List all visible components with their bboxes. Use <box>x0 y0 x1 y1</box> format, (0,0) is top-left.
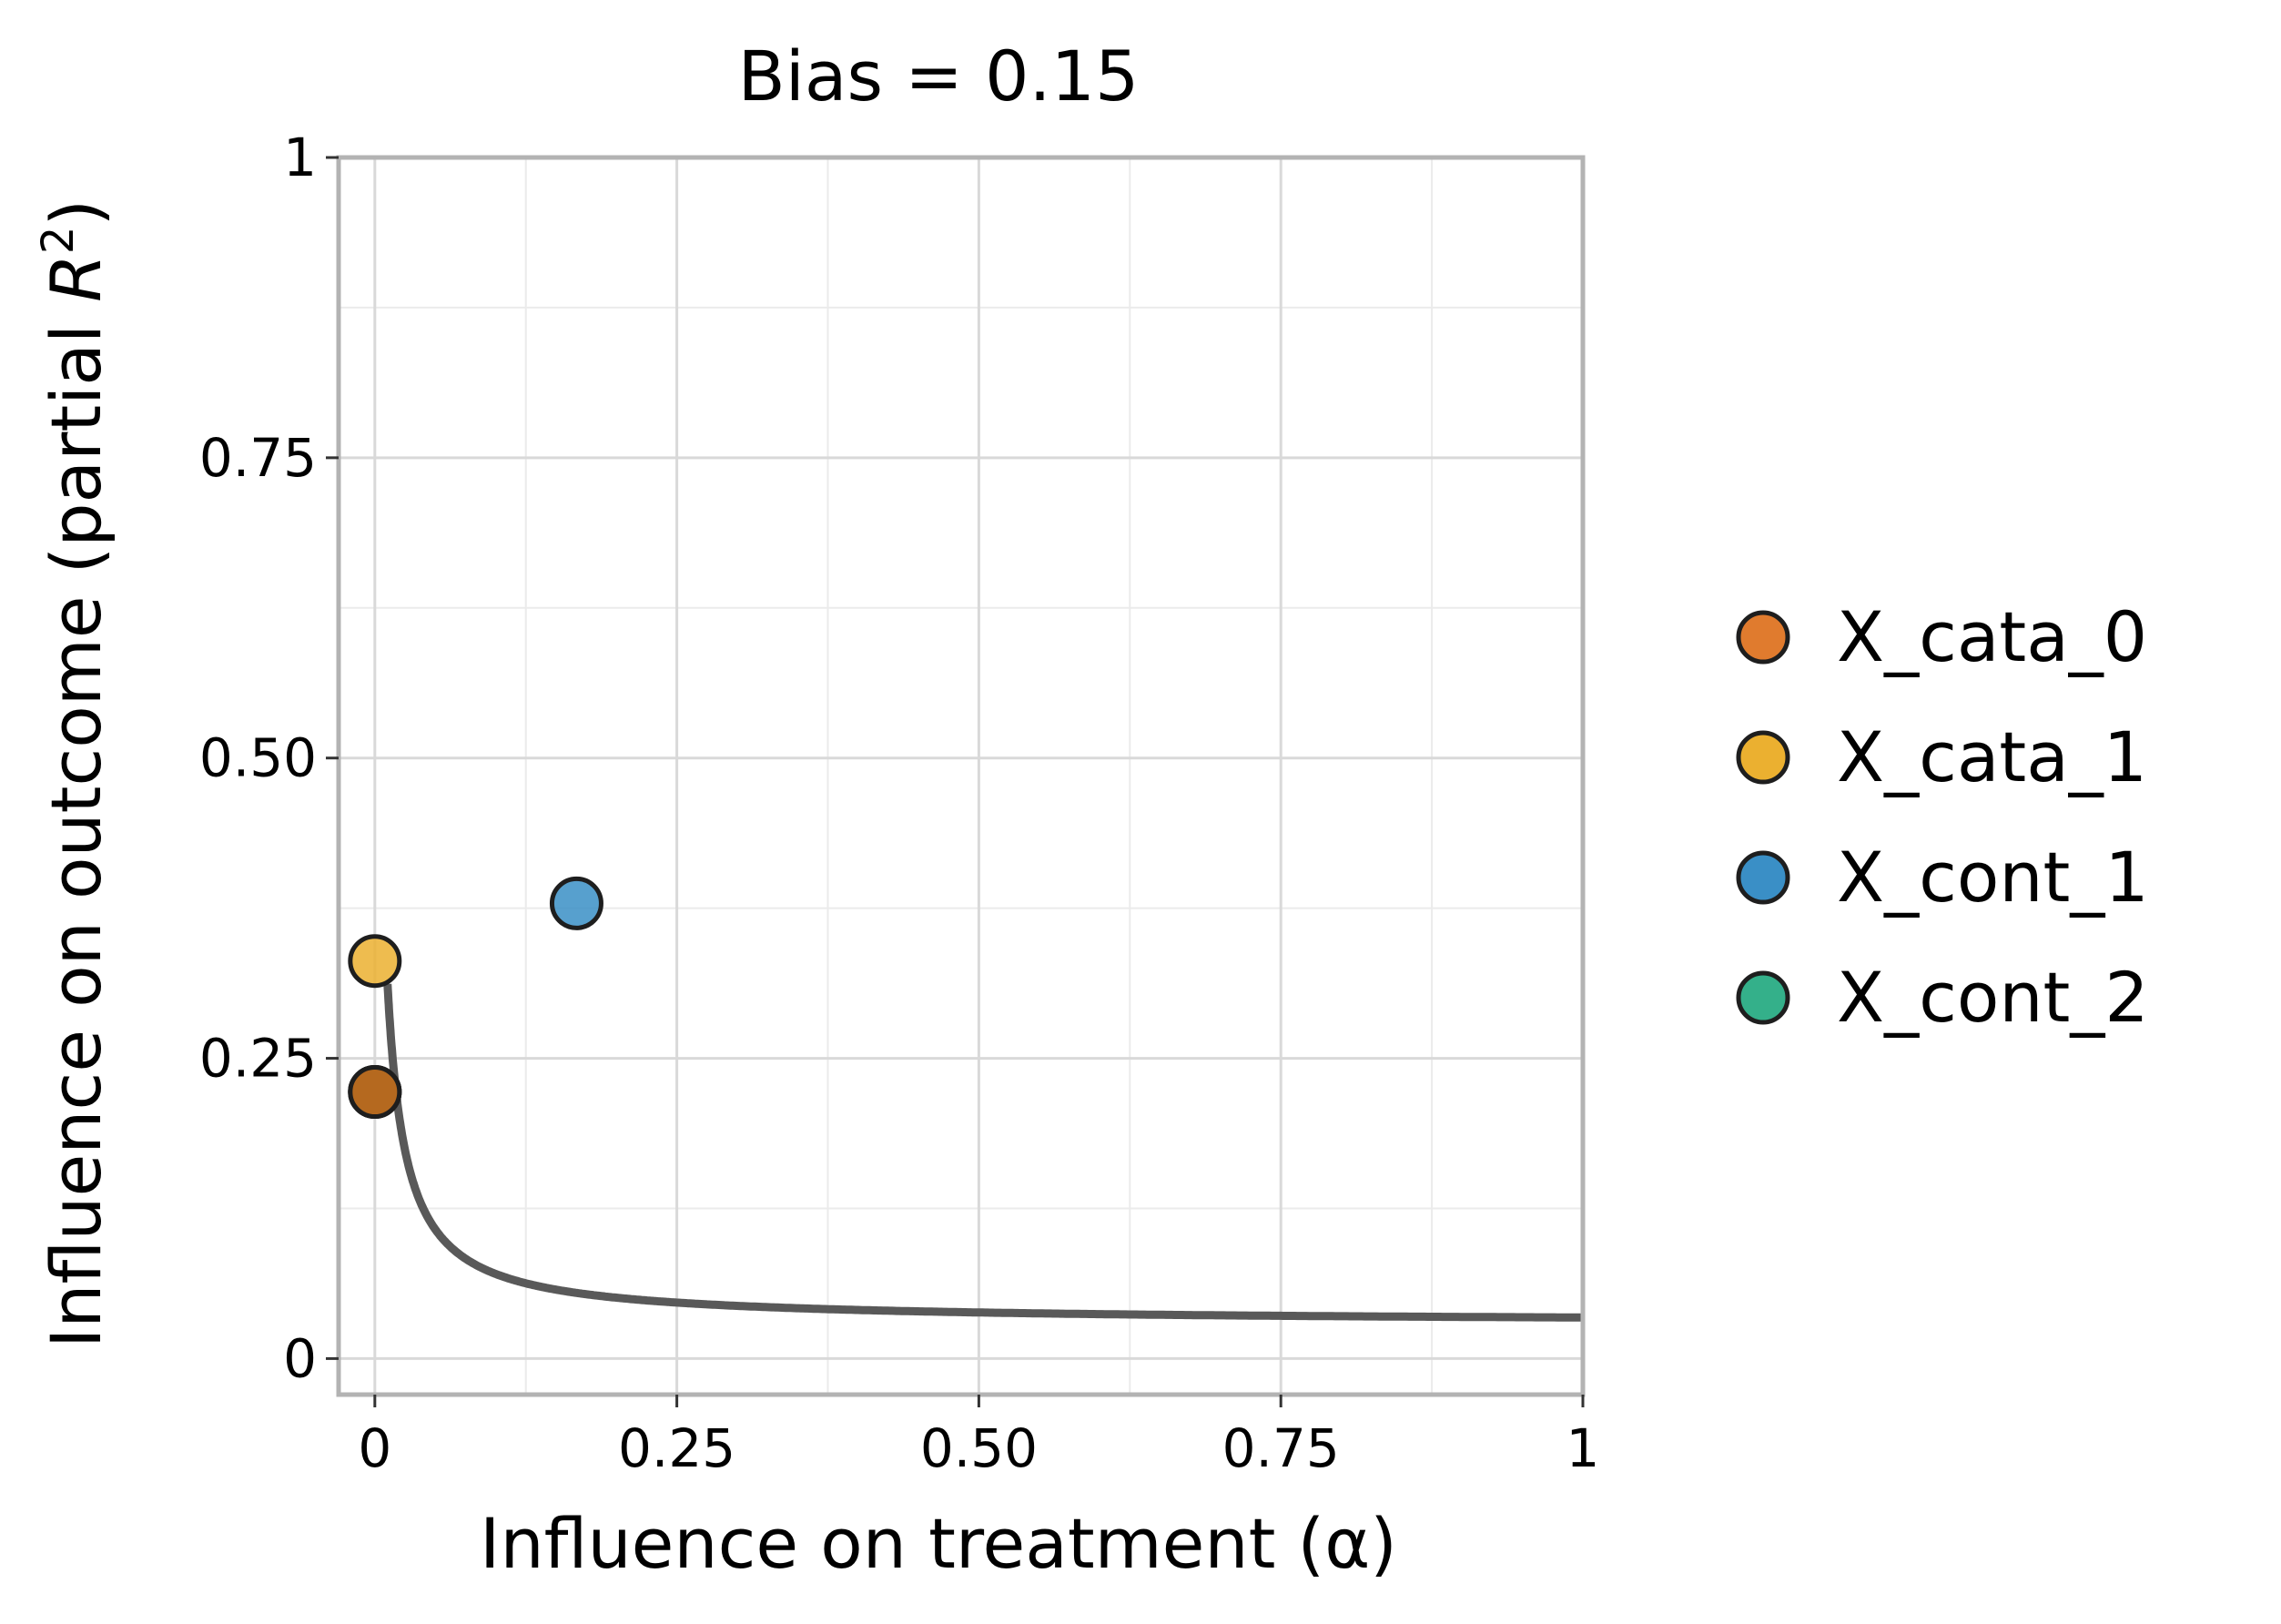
x-tick-label: 0.50 <box>920 1417 1038 1479</box>
y-tick-label: 1 <box>283 127 317 188</box>
legend-marker-x-cont-2 <box>1736 970 1790 1025</box>
x-tick-label: 1 <box>1566 1417 1600 1479</box>
legend-label-x-cata-1: X_cata_1 <box>1837 716 2147 797</box>
legend-label-x-cont-2: X_cont_2 <box>1837 957 2149 1038</box>
y-axis-label-var: R <box>35 254 117 302</box>
plot-panel: 0 0.25 0.50 0.75 1 0 0.25 0.50 0.75 1 <box>199 127 1600 1479</box>
chart-title: Bias = 0.15 <box>738 36 1140 117</box>
legend-marker-x-cata-1 <box>1736 730 1790 785</box>
bias-curve-line <box>383 980 1584 1322</box>
y-axis-label-close: ) <box>35 199 117 227</box>
data-point-x-cata-1 <box>348 934 402 989</box>
y-axis-label-main: Influence on outcome (partial <box>35 302 117 1348</box>
panel-border <box>336 155 1586 1397</box>
y-tick-label: 0.75 <box>199 427 317 489</box>
legend: X_cata_0 X_cata_1 X_cont_1 X_cont_2 <box>1736 596 2149 1038</box>
x-tick-label: 0.75 <box>1222 1417 1340 1479</box>
y-tick-label: 0.25 <box>199 1028 317 1090</box>
legend-label-x-cata-0: X_cata_0 <box>1837 596 2147 677</box>
data-point-overlap <box>348 1065 402 1120</box>
data-point-x-cont-1 <box>549 876 603 930</box>
y-axis-label-sup: 2 <box>33 227 84 255</box>
legend-marker-x-cont-1 <box>1736 850 1790 905</box>
legend-marker-x-cata-0 <box>1736 610 1790 665</box>
x-tick-label: 0.25 <box>618 1417 735 1479</box>
x-axis-label: Influence on treatment (α) <box>480 1503 1397 1584</box>
y-tick-label: 0 <box>283 1327 317 1389</box>
y-tick-label: 0.50 <box>199 727 317 789</box>
x-tick-label: 0 <box>358 1417 391 1479</box>
legend-label-x-cont-1: X_cont_1 <box>1837 837 2149 918</box>
y-axis-label: Influence on outcome (partial R2) <box>33 199 117 1348</box>
